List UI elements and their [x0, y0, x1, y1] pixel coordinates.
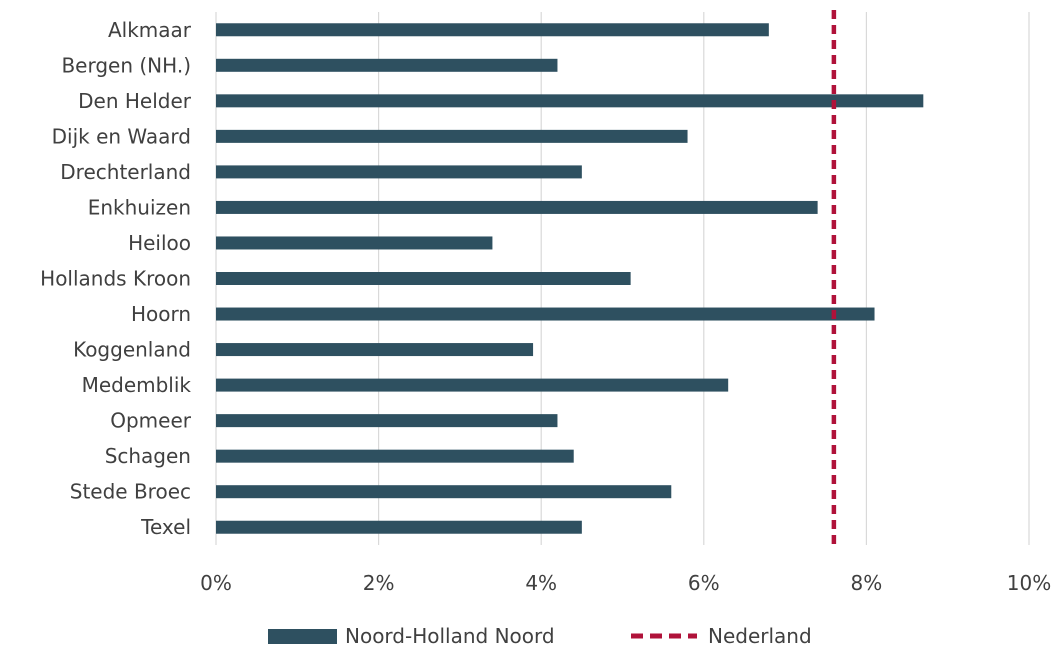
- bar: [216, 200, 818, 214]
- x-tick-label: 10%: [1007, 571, 1051, 595]
- x-tick-label: 4%: [525, 571, 557, 595]
- bar: [216, 449, 574, 463]
- x-tick-label: 8%: [851, 571, 883, 595]
- bar: [216, 94, 924, 108]
- category-label: Koggenland: [73, 338, 191, 362]
- bar: [216, 378, 729, 392]
- category-label: Dijk en Waard: [52, 124, 191, 148]
- bar: [216, 236, 493, 250]
- x-tick-label: 0%: [200, 571, 232, 595]
- category-label: Hoorn: [131, 302, 191, 326]
- legend-swatch-bar: [268, 629, 337, 644]
- category-label: Drechterland: [60, 160, 191, 184]
- x-axis-ticks: 0% 2% 4% 6% 8% 10%: [200, 571, 1051, 595]
- bar: [216, 165, 582, 179]
- bar: [216, 414, 558, 428]
- category-label: Alkmaar: [108, 18, 192, 42]
- bars: [216, 23, 924, 534]
- category-label: Opmeer: [110, 409, 192, 433]
- category-labels: Alkmaar Bergen (NH.) Den Helder Dijk en Waa…: [40, 18, 192, 539]
- bar: [216, 485, 672, 499]
- category-label: Texel: [140, 515, 191, 539]
- legend-label: Noord-Holland Noord: [345, 624, 555, 647]
- bar: [216, 58, 558, 72]
- category-label: Enkhuizen: [88, 195, 191, 219]
- x-tick-label: 6%: [688, 571, 720, 595]
- category-label: Hollands Kroon: [40, 267, 191, 291]
- category-label: Den Helder: [78, 89, 192, 113]
- bar: [216, 307, 875, 321]
- category-label: Bergen (NH.): [61, 53, 191, 77]
- category-label: Schagen: [105, 444, 191, 468]
- bar: [216, 520, 582, 534]
- bar: [216, 129, 688, 143]
- category-label: Stede Broec: [70, 480, 191, 504]
- bar: [216, 23, 769, 37]
- legend: Noord-Holland Noord Nederland: [268, 624, 812, 648]
- category-label: Medemblik: [82, 373, 192, 397]
- bar: [216, 272, 631, 285]
- bar: [216, 343, 534, 357]
- legend-label: Nederland: [708, 624, 812, 647]
- category-label: Heiloo: [128, 231, 191, 255]
- x-tick-label: 2%: [363, 571, 395, 595]
